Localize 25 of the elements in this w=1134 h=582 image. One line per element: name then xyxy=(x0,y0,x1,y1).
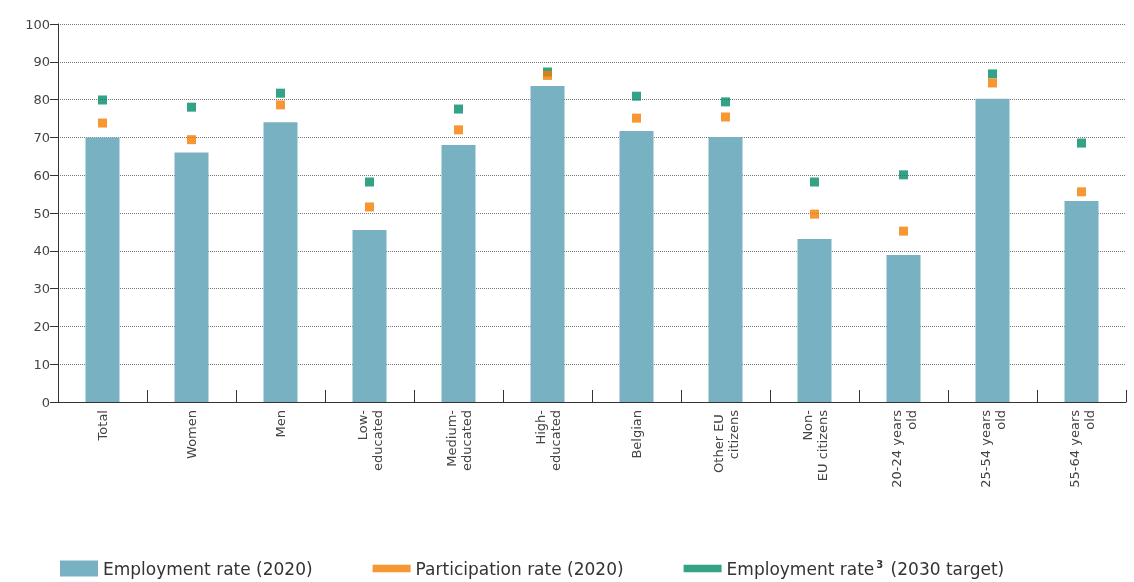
x-tick-label: Non-EU citizens xyxy=(799,409,830,482)
x-tick-label: Men xyxy=(273,410,288,438)
y-tick-label: 90 xyxy=(33,54,50,70)
x-tick-label: Medium-educated xyxy=(443,409,474,471)
y-tick-label: 60 xyxy=(33,167,50,183)
x-tick-label: High-educated xyxy=(532,409,563,471)
x-tick-label: Women xyxy=(184,410,199,459)
legend-label: Participation rate (2020) xyxy=(415,558,624,579)
legend-label: Employment rate (2020) xyxy=(103,558,313,579)
x-tick-label: 55-64 years old xyxy=(1066,409,1097,488)
x-tick-label: Total xyxy=(95,410,110,442)
x-tick-label: 25-54 years old xyxy=(977,409,1008,488)
y-tick-label: 10 xyxy=(33,356,50,372)
y-tick-label: 40 xyxy=(33,243,50,259)
y-tick-label: 100 xyxy=(25,16,50,32)
x-tick-label: 20-24 years old xyxy=(888,409,919,488)
y-tick-label: 30 xyxy=(33,281,50,297)
y-tick-label: 0 xyxy=(41,394,50,410)
x-tick-label: Belgian xyxy=(629,410,644,459)
x-tick-label: Low-educated xyxy=(354,409,385,471)
y-tick-label: 80 xyxy=(33,92,50,108)
y-tick-label: 50 xyxy=(33,205,50,221)
y-tick-label: 20 xyxy=(33,318,50,334)
y-tick-label: 70 xyxy=(33,129,50,145)
x-tick-label: Other EU citizens xyxy=(710,409,741,473)
